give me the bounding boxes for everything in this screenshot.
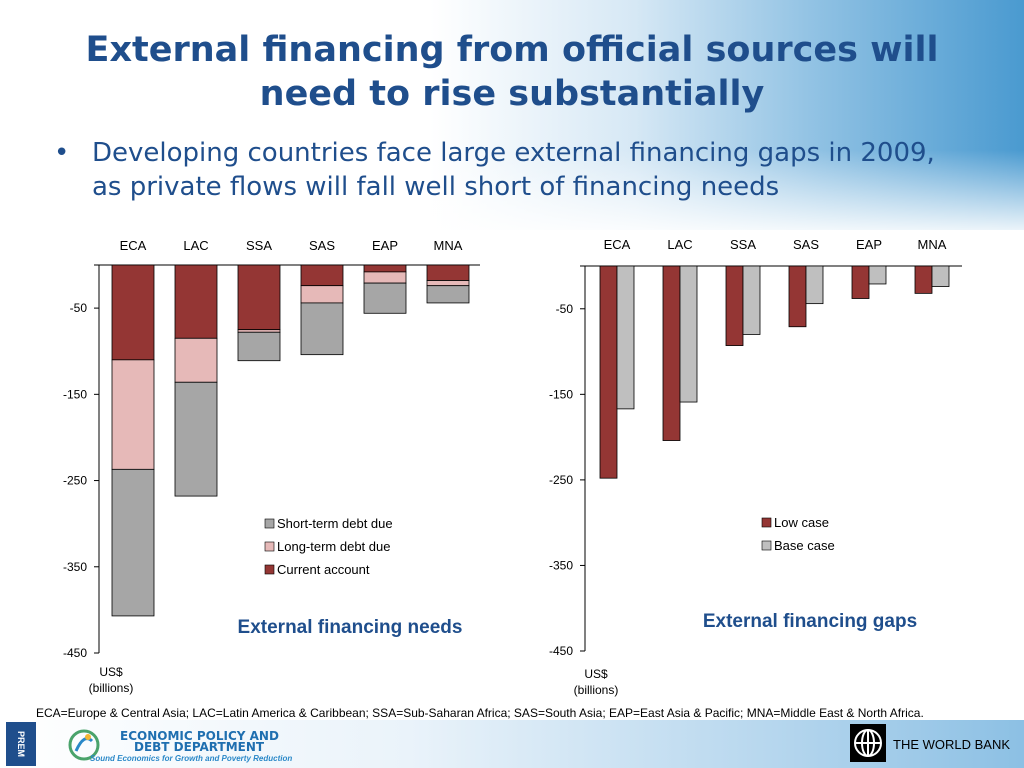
bar: [788, 265, 807, 328]
bar: [679, 265, 698, 403]
epd-tagline: Sound Economics for Growth and Poverty R…: [90, 754, 293, 763]
slide-title: External financing from official sources…: [85, 30, 939, 114]
bar-segment: [300, 302, 344, 356]
y-tick-label: -350: [549, 558, 573, 572]
bar-segment: [300, 285, 344, 304]
y-tick-label: -250: [549, 473, 573, 487]
bar: [851, 265, 870, 299]
bar: [914, 265, 933, 294]
x-category-label: SAS: [309, 238, 335, 253]
legend-label: Base case: [774, 538, 835, 553]
legend-swatch: [761, 517, 772, 528]
slide-bullet-text: Developing countries face large external…: [92, 138, 935, 202]
chart-title: External financing gaps: [703, 611, 917, 632]
bar-segment: [111, 359, 155, 470]
footnote-abbreviations: ECA=Europe & Central Asia; LAC=Latin Ame…: [36, 706, 924, 720]
bar: [662, 265, 681, 441]
bar-segment: [174, 381, 218, 497]
legend-label: Current account: [277, 562, 370, 577]
legend-swatch: [264, 564, 275, 575]
legend-label: Long-term debt due: [277, 539, 390, 554]
y-tick-label: -450: [63, 646, 87, 660]
chart-financing-gaps: -50 -150 -250 -350 -450 ECA LAC SSA SAS EAP MNA US$…: [549, 237, 962, 697]
y-tick-label: -450: [549, 644, 573, 658]
legend-label: Low case: [774, 515, 829, 530]
y-tick-label: -50: [70, 301, 88, 315]
y-axis-unit-label: US$: [99, 665, 123, 679]
epd-name-line2: DEBT DEPARTMENT: [134, 740, 265, 754]
bar-segment: [237, 331, 281, 362]
legend-swatch: [761, 540, 772, 551]
charts-canvas: -50 -150 -250 -350 -450 ECA LAC SSA SAS EAP MNA US$…: [63, 237, 962, 697]
bar-segment: [363, 282, 407, 314]
y-axis-unit-label-line2: (billions): [89, 681, 134, 695]
x-category-label: SSA: [730, 237, 756, 252]
y-axis-unit-label-line2: (billions): [574, 683, 619, 697]
x-category-label: MNA: [434, 238, 463, 253]
x-category-label: LAC: [667, 237, 692, 252]
bar: [725, 265, 744, 346]
bar: [742, 265, 761, 335]
x-category-label: SAS: [793, 237, 819, 252]
bar-segment: [426, 280, 470, 287]
y-tick-label: -250: [63, 474, 87, 488]
legend-swatch: [264, 541, 275, 552]
bar-segment: [237, 264, 281, 331]
y-tick-label: -150: [549, 387, 573, 401]
epd-logo-icon: [68, 729, 100, 761]
bar-segment: [363, 264, 407, 273]
bar-segment: [174, 337, 218, 383]
world-bank-label: THE WORLD BANK: [893, 737, 1011, 752]
y-tick-label: -150: [63, 387, 87, 401]
prem-logo: PREM: [6, 722, 36, 766]
bar: [868, 265, 887, 285]
bar: [931, 265, 950, 287]
legend-swatch: [264, 518, 275, 529]
bullet-marker: •: [54, 138, 70, 168]
bar: [616, 265, 635, 410]
y-tick-label: -350: [63, 560, 87, 574]
chart-financing-needs: -50 -150 -250 -350 -450 ECA LAC SSA SAS EAP MNA US$…: [63, 238, 480, 695]
epd-name-line1: ECONOMIC POLICY AND: [120, 729, 279, 743]
bar-segment: [111, 264, 155, 361]
bar: [599, 265, 618, 479]
x-category-label: ECA: [120, 238, 147, 253]
x-category-label: ECA: [604, 237, 631, 252]
bar-segment: [111, 468, 155, 617]
x-category-label: EAP: [856, 237, 882, 252]
bar-segment: [363, 271, 407, 284]
legend-label: Short-term debt due: [277, 516, 393, 531]
bar-segment: [174, 264, 218, 339]
x-category-label: MNA: [918, 237, 947, 252]
y-axis-unit-label: US$: [584, 667, 608, 681]
bar-segment: [426, 264, 470, 281]
bar-segment: [300, 264, 344, 287]
chart-title: External financing needs: [238, 617, 463, 638]
world-bank-logo-icon: [850, 724, 886, 762]
x-category-label: SSA: [246, 238, 272, 253]
header-gradient-fade: [0, 150, 1024, 240]
y-tick-label: -50: [556, 302, 574, 316]
x-category-label: EAP: [372, 238, 398, 253]
bar-segment: [426, 285, 470, 304]
x-category-label: LAC: [183, 238, 208, 253]
bar: [805, 265, 824, 305]
